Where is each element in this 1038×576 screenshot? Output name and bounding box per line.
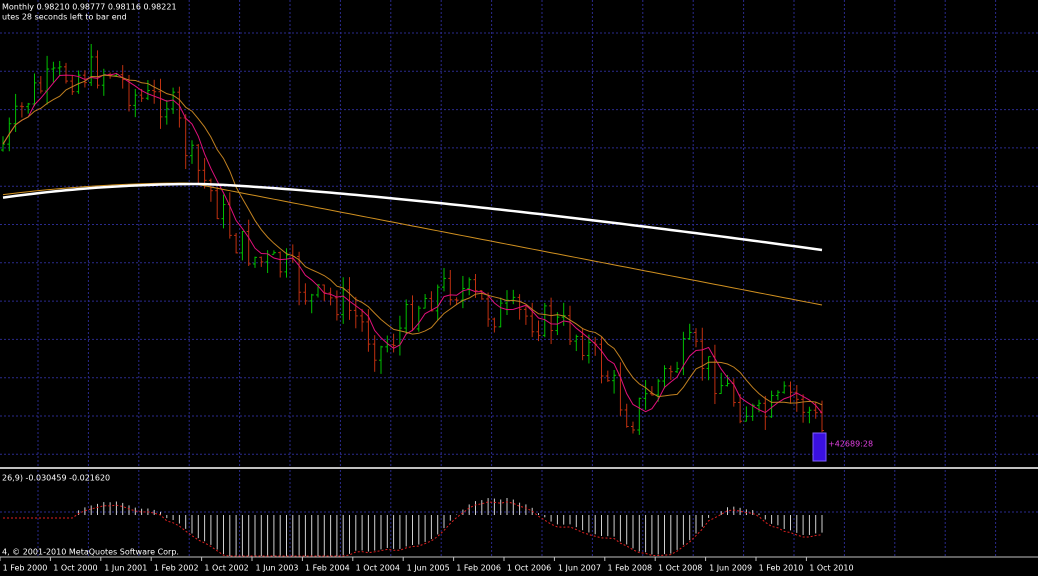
time-label: 1 Feb 2008	[607, 564, 652, 573]
time-label: 1 Feb 2002	[154, 564, 199, 573]
time-label: 1 Oct 2006	[507, 564, 551, 573]
time-label: 1 Oct 2004	[356, 564, 400, 573]
macd-signal	[3, 501, 823, 557]
macd-panel	[3, 498, 823, 557]
time-label: 1 Feb 2004	[305, 564, 350, 573]
chart-header: Monthly 0.98210 0.98777 0.98116 0.98221	[2, 3, 177, 12]
copyright: 4, © 2001-2010 MetaQuotes Software Corp.	[2, 548, 179, 557]
bar-timer: +42689:28	[828, 440, 873, 449]
time-label: 1 Jun 2003	[255, 564, 298, 573]
ma-medium	[2, 74, 823, 406]
ma-slow	[2, 182, 823, 306]
time-label: 1 Feb 2000	[3, 564, 48, 573]
time-label: 1 Oct 2000	[53, 564, 97, 573]
time-label: 1 Oct 2008	[658, 564, 702, 573]
time-label: 1 Jun 2001	[104, 564, 147, 573]
ma-long	[2, 182, 823, 252]
bar-countdown: utes 28 seconds left to bar end	[2, 13, 127, 22]
ma-fast	[2, 72, 823, 414]
time-axis: 1 Feb 2000 1 Oct 2000 1 Jun 2001 1 Feb 2002…	[0, 557, 854, 573]
time-label: 1 Jun 2009	[709, 564, 752, 573]
current-bar-box	[812, 432, 827, 462]
time-label: 1 Oct 2010	[809, 564, 853, 573]
time-label: 1 Feb 2010	[759, 564, 804, 573]
indicator-label: 26,9) -0.030459 -0.021620	[2, 474, 110, 483]
time-label: 1 Jun 2005	[407, 564, 450, 573]
time-label: 1 Jun 2007	[558, 564, 601, 573]
time-label: 1 Oct 2002	[204, 564, 248, 573]
time-label: 1 Feb 2006	[456, 564, 501, 573]
price-plot	[1, 43, 824, 435]
